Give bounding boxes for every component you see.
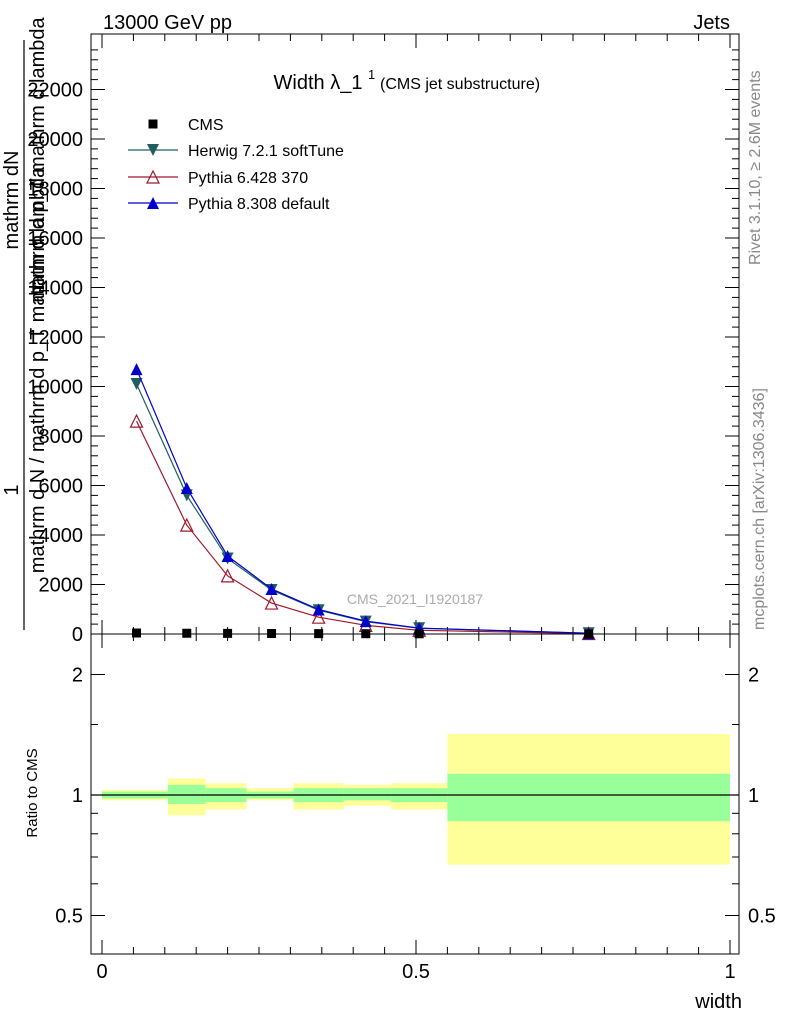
data-point (265, 582, 278, 595)
y-tick-label: 10000 (27, 377, 83, 399)
ratio-band-inner (343, 788, 391, 801)
header-right: Jets (693, 12, 730, 34)
ratio-band-inner (167, 784, 206, 804)
legend-label: CMS (188, 117, 224, 134)
y-tick-label: 16000 (27, 228, 83, 250)
legend: CMS Herwig 7.2.1 softTune Pythia 6.428 370… (128, 117, 344, 213)
legend-label: Herwig 7.2.1 softTune (188, 143, 344, 160)
main-title: Width λ_1 (274, 72, 363, 94)
x-axis-label: width (694, 991, 742, 1013)
y-tick-label: 6000 (39, 476, 84, 498)
main-title-suffix: (CMS jet substructure) (380, 76, 540, 93)
ratio-frame (90, 633, 740, 955)
ratio-ylabel: Ratio to CMS (24, 748, 41, 837)
y-tick-label: 20000 (27, 129, 83, 151)
ylabel-line-1: 1 (1, 484, 23, 495)
y-tick-label: 0 (72, 624, 83, 646)
ratio-y-tick-label-right: 0.5 (748, 906, 776, 928)
rivet-label: Rivet 3.1.10, ≥ 2.6M events (747, 70, 764, 265)
main-y-axis-label: 1 mathrm d N / mathrm d p_T mathrm d lam… (1, 16, 49, 630)
ratio-y-tick-label-right: 2 (748, 665, 759, 687)
x-tick-label: 0.5 (402, 961, 430, 983)
data-point (132, 628, 142, 638)
ratio-y-tick-label: 2 (72, 665, 83, 687)
legend-marker (148, 119, 158, 129)
legend-marker (146, 169, 160, 184)
main-title-sup: 1 (368, 67, 375, 82)
main-panel: 0 2000 4000 6000 8000 10000 12000 14000 16000 180… (27, 33, 740, 646)
x-tick-label: 0 (96, 961, 107, 983)
main-series-group (129, 363, 596, 641)
data-point (311, 609, 326, 624)
ylabel-line-2: mathrm d N / mathrm d p_T mathrm d lambd… (27, 166, 49, 573)
data-point (179, 517, 194, 532)
data-point (130, 363, 143, 376)
y-tick-label: 2000 (39, 575, 84, 597)
mcplots-label: mcplots.cern.ch [arXiv:1306.3436] (751, 388, 768, 630)
ratio-ticks: 0.5 0.5 1 1 2 2 0 0.5 1 (55, 634, 776, 983)
ratio-bands (102, 734, 730, 865)
data-point (264, 595, 279, 610)
y-tick-label: 18000 (27, 179, 83, 201)
ratio-band-inner (447, 773, 730, 822)
legend-label: Pythia 8.308 default (188, 196, 330, 213)
data-point (180, 481, 193, 494)
ylabel-line-4: mathrm d p_T mathrm d lambda (27, 16, 49, 302)
series-line (135, 420, 589, 635)
data-point (359, 615, 372, 628)
series-line (135, 368, 589, 634)
data-point (221, 550, 234, 563)
x-tick-label: 1 (724, 961, 735, 983)
ratio-y-tick-label: 0.5 (55, 906, 83, 928)
ylabel-line-3: mathrm dN (1, 151, 23, 250)
data-point (223, 628, 233, 638)
analysis-watermark: CMS_2021_I1920187 (347, 591, 483, 607)
data-point (220, 568, 235, 583)
data-point (182, 628, 192, 638)
y-tick-label: 12000 (27, 327, 83, 349)
data-point (129, 413, 144, 428)
legend-marker (147, 144, 159, 156)
ratio-panel: 0.5 0.5 1 1 2 2 0 0.5 1 Ratio to CMS width (24, 633, 776, 1013)
data-point (312, 603, 325, 616)
ratio-y-tick-label: 1 (72, 785, 83, 807)
ratio-y-tick-label-right: 1 (748, 785, 759, 807)
data-point (130, 378, 143, 391)
header-left: 13000 GeV pp (103, 12, 232, 34)
y-tick-label: 4000 (39, 525, 84, 547)
y-tick-label: 14000 (27, 278, 83, 300)
legend-marker (147, 197, 159, 209)
y-tick-label: 22000 (27, 80, 83, 102)
main-y-ticks: 0 2000 4000 6000 8000 10000 12000 14000 16000 180… (27, 34, 739, 646)
y-tick-label: 8000 (39, 426, 84, 448)
legend-label: Pythia 6.428 370 (188, 170, 308, 187)
